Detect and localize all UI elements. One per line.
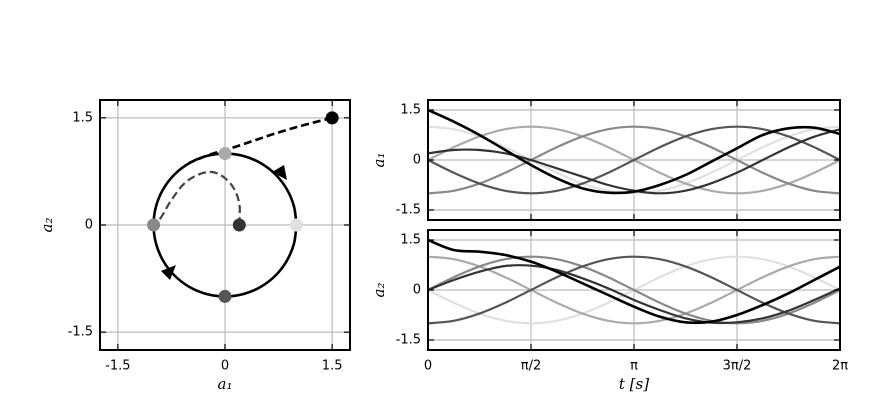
y-tick-label: 1.5 [400, 103, 421, 118]
line [428, 125, 840, 195]
line [152, 170, 241, 226]
plot-area: 0 π/2 π 3π/2 2π-1.501.5 [396, 229, 848, 374]
y-tick-label: -1.5 [396, 203, 421, 218]
y-tick-label: 1.5 [72, 110, 93, 125]
point [289, 218, 303, 232]
x-tick-label: 2π [832, 359, 848, 374]
line [428, 238, 840, 325]
y-tick-label: -1.5 [68, 325, 93, 340]
y-axis-label: a₂ [38, 218, 56, 233]
y-tick-label: -1.5 [396, 333, 421, 348]
direction-arrow [161, 265, 176, 280]
x-axis-label: a₁ [218, 375, 233, 393]
x-tick-label: π [630, 359, 638, 374]
y-tick-label: 0 [85, 218, 93, 233]
line [428, 125, 840, 195]
x-tick-label: 1.5 [322, 359, 343, 374]
point [218, 289, 232, 303]
line [428, 125, 840, 195]
line [428, 264, 840, 325]
x-tick-label: π/2 [521, 359, 541, 374]
line [428, 255, 840, 325]
line [428, 255, 840, 325]
point [218, 147, 232, 161]
line [428, 255, 840, 325]
point [232, 218, 246, 232]
x-axis-label: t [s] [619, 375, 649, 393]
line [428, 108, 840, 195]
y-axis-label: a₁ [370, 153, 388, 168]
plots: -1.5 0 1.5-1.501.5-1.501.50 π/2 π 3π/2 2π-1.50… [68, 99, 848, 374]
plot-area: -1.5 0 1.5 -1.5 0 1.5 [68, 99, 351, 374]
x-tick-label: -1.5 [105, 359, 130, 374]
x-tick-label: 3π/2 [723, 359, 752, 374]
y-tick-label: 1.5 [400, 233, 421, 248]
line [188, 116, 333, 165]
plot-area: -1.5 0 1.5 [396, 99, 841, 221]
y-tick-label: 0 [413, 153, 421, 168]
y-tick-label: 0 [413, 283, 421, 298]
x-tick-label: 0 [424, 359, 432, 374]
x-tick-label: 0 [221, 359, 229, 374]
y-axis-label: a₂ [370, 283, 388, 298]
direction-arrow [272, 165, 287, 180]
point [147, 218, 161, 232]
point [325, 111, 339, 125]
